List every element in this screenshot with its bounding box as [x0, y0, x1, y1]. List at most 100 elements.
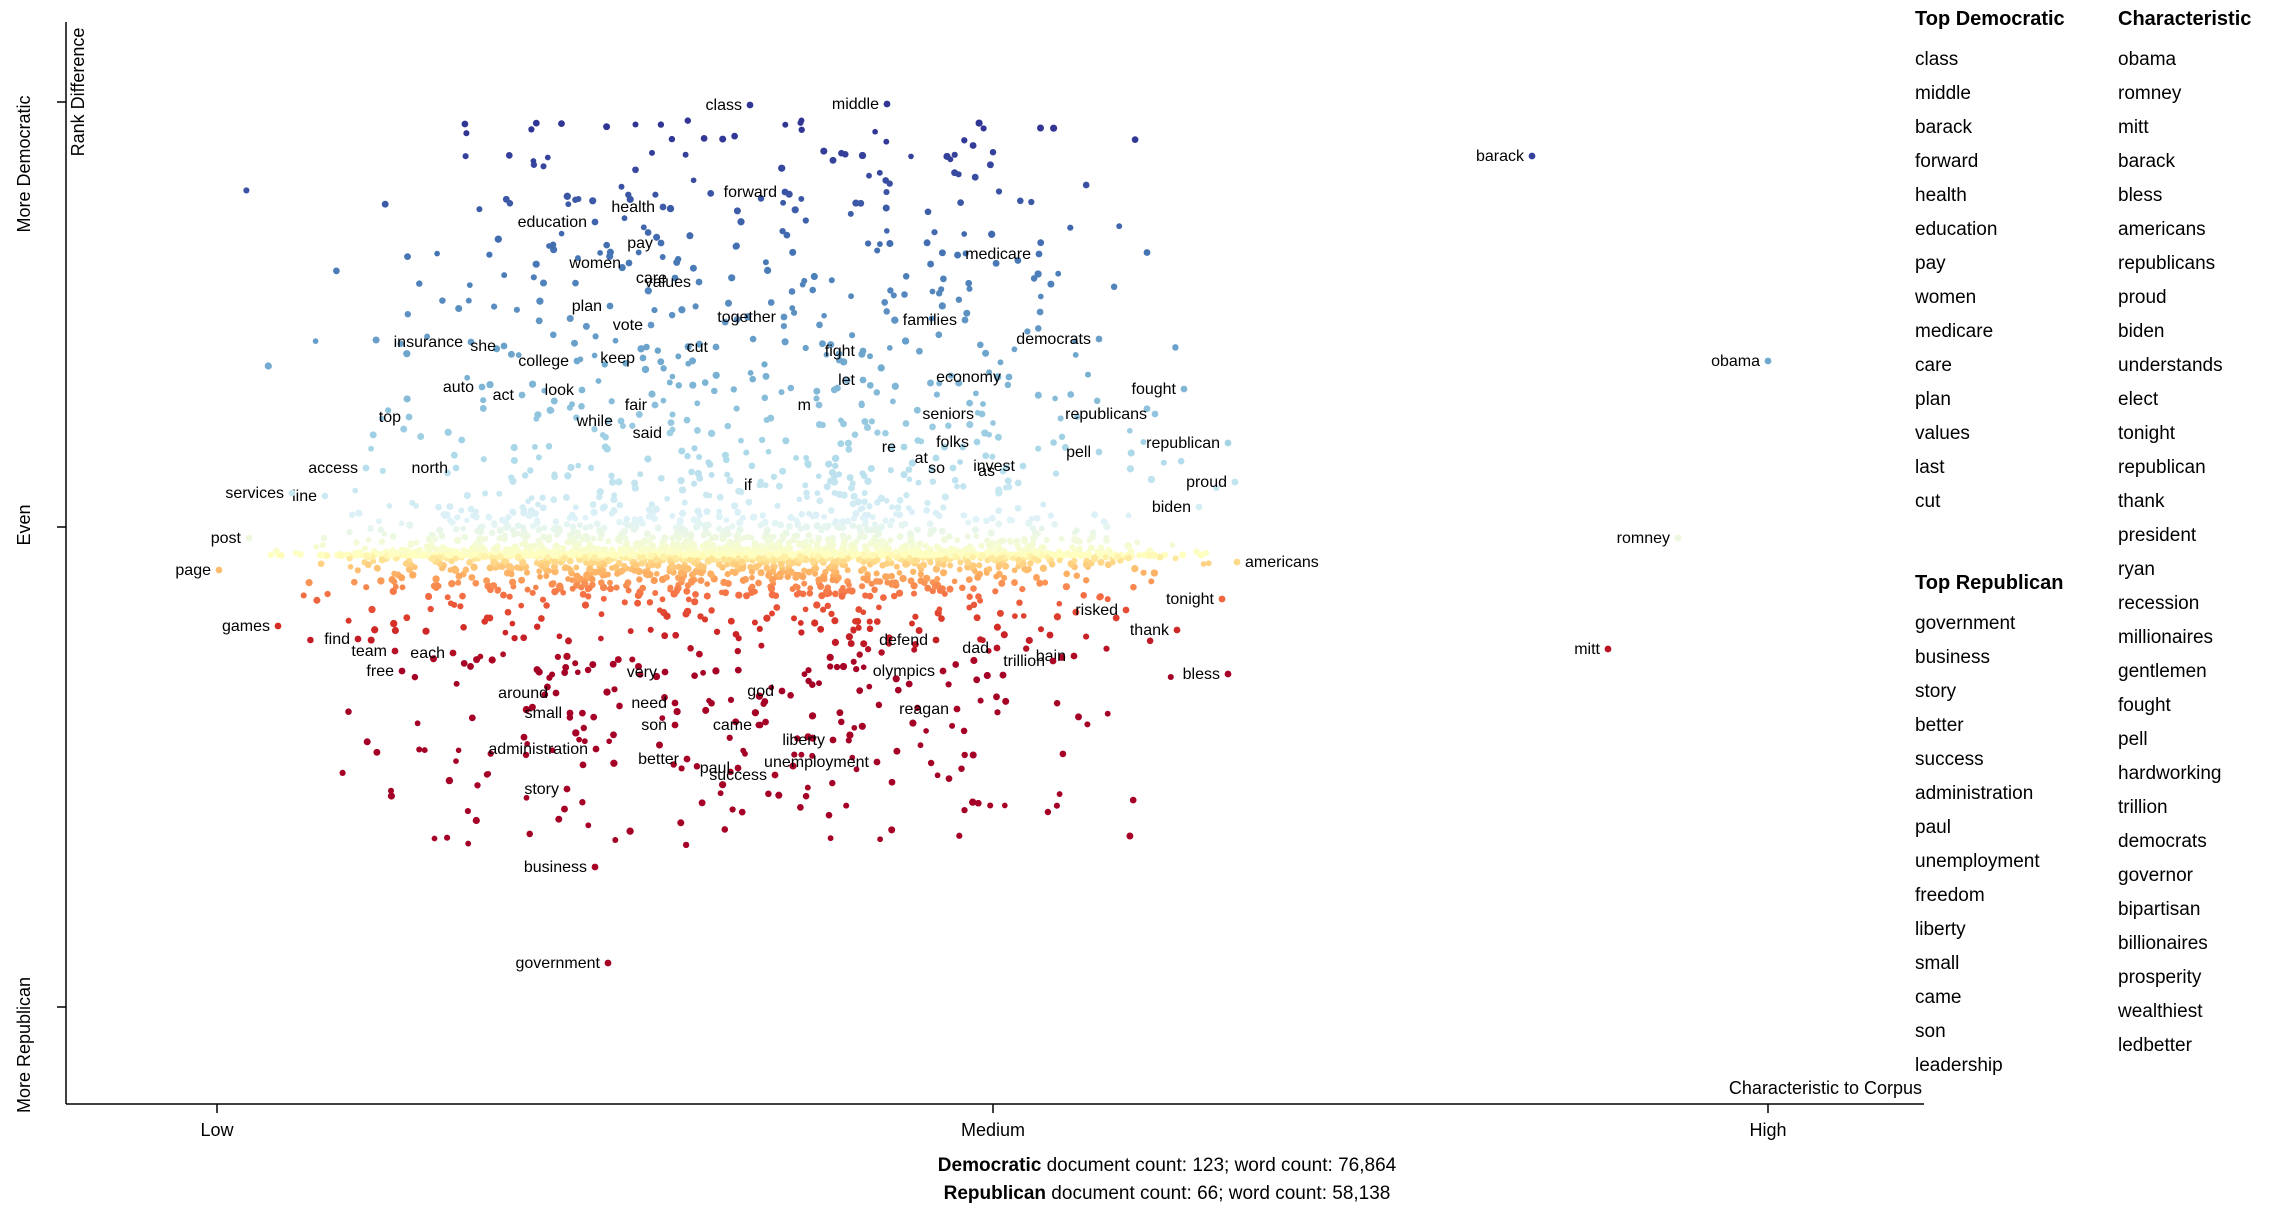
term-point[interactable] [778, 687, 786, 695]
term-point[interactable] [973, 438, 981, 446]
term-point[interactable] [651, 401, 659, 409]
characteristic-term[interactable]: elect [2118, 389, 2159, 410]
term-point[interactable] [771, 771, 779, 779]
term-point[interactable] [354, 635, 362, 643]
term-label[interactable]: business [524, 859, 587, 876]
term-label[interactable]: thank [1130, 622, 1170, 639]
term-label[interactable]: forward [724, 184, 777, 201]
term-point[interactable] [405, 413, 413, 421]
term-label[interactable]: bain [1036, 648, 1066, 665]
term-label[interactable]: son [641, 717, 667, 734]
term-label[interactable]: administration [488, 741, 588, 758]
term-point[interactable] [829, 736, 837, 744]
term-point[interactable] [449, 649, 457, 657]
term-label[interactable]: education [518, 214, 587, 231]
term-label[interactable]: fight [825, 343, 856, 360]
term-label[interactable]: games [222, 618, 270, 635]
term-point[interactable] [563, 785, 571, 793]
characteristic-term[interactable]: ryan [2118, 559, 2155, 580]
term-label[interactable]: cut [687, 339, 709, 356]
term-point[interactable] [873, 758, 881, 766]
term-point[interactable] [1070, 652, 1078, 660]
characteristic-term[interactable]: wealthiest [2118, 1001, 2203, 1022]
characteristic-term[interactable]: democrats [2118, 831, 2207, 852]
top-democratic-term[interactable]: plan [1915, 389, 1951, 410]
term-label[interactable]: class [706, 97, 742, 114]
term-label[interactable]: keep [600, 350, 635, 367]
term-point[interactable] [592, 745, 600, 753]
term-label[interactable]: auto [443, 379, 474, 396]
term-point[interactable] [591, 218, 599, 226]
term-point[interactable] [518, 391, 526, 399]
top-republican-term[interactable]: government [1915, 613, 2016, 634]
term-point[interactable] [288, 489, 296, 497]
characteristic-term[interactable]: bipartisan [2118, 899, 2201, 920]
term-label[interactable]: americans [1245, 554, 1319, 571]
term-label[interactable]: line [292, 488, 317, 505]
term-label[interactable]: dad [962, 640, 989, 657]
term-label[interactable]: success [709, 767, 767, 784]
term-point[interactable] [993, 644, 1001, 652]
top-republican-term[interactable]: paul [1915, 817, 1951, 838]
term-label[interactable]: small [525, 705, 562, 722]
top-democratic-term[interactable]: education [1915, 219, 1998, 240]
term-label[interactable]: mitt [1574, 641, 1600, 658]
term-point[interactable] [617, 417, 625, 425]
term-point[interactable] [1151, 410, 1159, 418]
term-point[interactable] [949, 464, 957, 472]
term-point[interactable] [671, 274, 679, 282]
term-label[interactable]: better [638, 751, 680, 768]
term-point[interactable] [756, 721, 764, 729]
term-point[interactable] [661, 668, 669, 676]
characteristic-term[interactable]: millionaires [2118, 627, 2214, 648]
term-label[interactable]: fought [1132, 381, 1177, 398]
characteristic-term[interactable]: barack [2118, 151, 2176, 172]
top-republican-term[interactable]: better [1915, 715, 1964, 736]
term-point[interactable] [578, 386, 586, 394]
term-point[interactable] [604, 959, 612, 967]
characteristic-term[interactable]: romney [2118, 83, 2182, 104]
term-label[interactable]: look [545, 382, 575, 399]
term-label[interactable]: paul [700, 760, 730, 777]
term-point[interactable] [245, 534, 253, 542]
term-label[interactable]: olympics [873, 663, 935, 680]
term-point[interactable] [659, 203, 667, 211]
top-republican-term[interactable]: liberty [1915, 919, 1966, 940]
term-label[interactable]: north [412, 460, 448, 477]
term-label[interactable]: middle [832, 96, 879, 113]
term-point[interactable] [1604, 645, 1612, 653]
characteristic-term[interactable]: president [2118, 525, 2197, 546]
term-point[interactable] [321, 492, 329, 500]
term-point[interactable] [478, 383, 486, 391]
top-republican-term[interactable]: unemployment [1915, 851, 2040, 872]
term-label[interactable]: vote [613, 317, 643, 334]
term-point[interactable] [639, 354, 647, 362]
characteristic-term[interactable]: obama [2118, 49, 2177, 70]
term-label[interactable]: college [518, 353, 569, 370]
term-label[interactable]: around [498, 685, 548, 702]
term-point[interactable] [815, 401, 823, 409]
term-label[interactable]: pell [1066, 444, 1091, 461]
term-point[interactable] [1035, 250, 1043, 258]
term-label[interactable]: re [882, 439, 896, 456]
characteristic-term[interactable]: hardworking [2118, 763, 2222, 784]
top-republican-term[interactable]: story [1915, 681, 1957, 702]
term-point[interactable] [781, 188, 789, 196]
term-point[interactable] [398, 667, 406, 675]
term-point[interactable] [362, 464, 370, 472]
term-point[interactable] [712, 343, 720, 351]
term-point[interactable] [1224, 439, 1232, 447]
term-label[interactable]: act [493, 387, 515, 404]
term-point[interactable] [683, 755, 691, 763]
term-point[interactable] [1231, 478, 1239, 486]
top-democratic-term[interactable]: medicare [1915, 321, 1994, 342]
term-label[interactable]: at [915, 450, 929, 467]
term-label[interactable]: said [633, 425, 662, 442]
top-democratic-term[interactable]: last [1915, 457, 1945, 478]
term-label[interactable]: god [747, 683, 774, 700]
term-label[interactable]: risked [1075, 602, 1118, 619]
term-point[interactable] [1019, 462, 1027, 470]
term-point[interactable] [1005, 373, 1013, 381]
term-label[interactable]: pay [627, 235, 653, 252]
characteristic-term[interactable]: gentlemen [2118, 661, 2207, 682]
